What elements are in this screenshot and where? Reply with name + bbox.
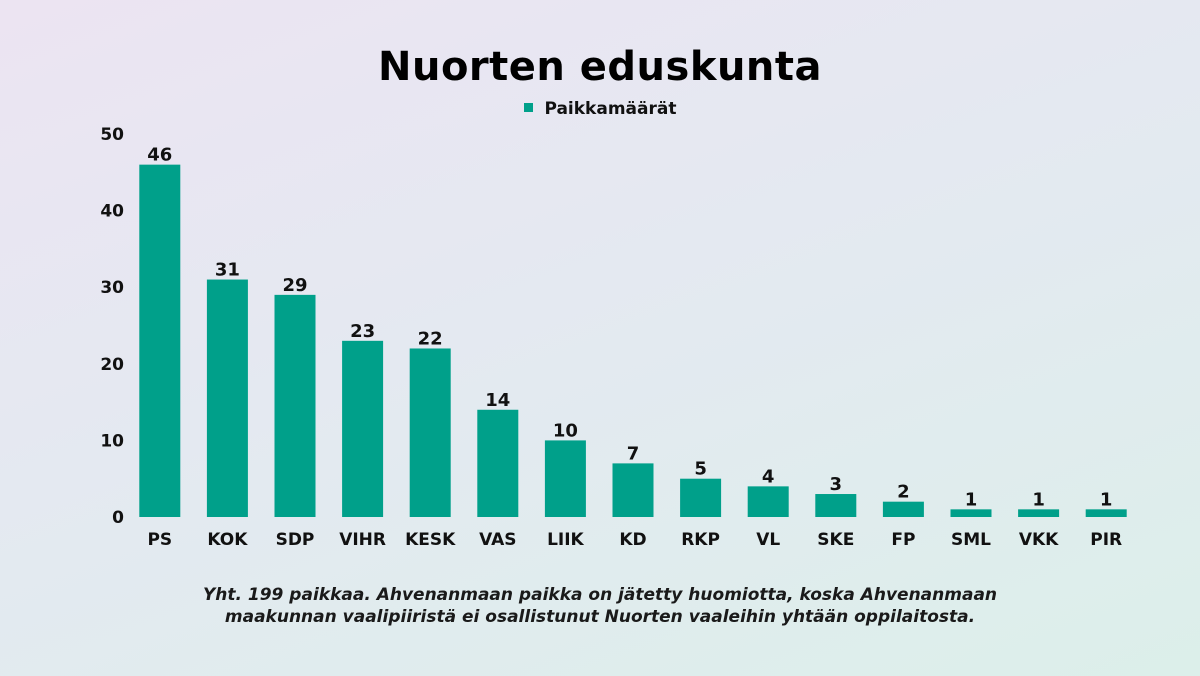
- bar-pir: [1085, 509, 1127, 517]
- chart-title: Nuorten eduskunta: [377, 44, 823, 90]
- x-tick-label: VL: [756, 530, 780, 550]
- data-label: 29: [282, 275, 307, 296]
- data-label: 1: [965, 489, 978, 510]
- x-tick-label: SDP: [276, 530, 315, 550]
- data-label: 10: [553, 420, 578, 441]
- y-tick-label: 30: [100, 278, 124, 298]
- x-tick-label: KOK: [207, 530, 248, 550]
- x-tick-label: VIHR: [339, 530, 386, 550]
- data-label: 1: [1100, 489, 1113, 510]
- data-label: 3: [830, 474, 843, 495]
- data-label: 23: [350, 321, 375, 342]
- bar-sml: [950, 509, 992, 517]
- y-tick-label: 20: [100, 355, 124, 375]
- footnote: Yht. 199 paikkaa. Ahvenanmaan paikka on …: [0, 584, 1200, 628]
- y-tick-label: 0: [112, 508, 124, 528]
- x-tick-label: PIR: [1090, 530, 1122, 550]
- bar-ske: [815, 494, 857, 517]
- bar-rkp: [680, 478, 722, 517]
- x-tick-label: FP: [891, 530, 915, 550]
- legend-swatch: [523, 102, 533, 112]
- bar-sdp: [274, 294, 316, 517]
- data-label: 4: [762, 466, 775, 487]
- data-label: 5: [694, 459, 707, 480]
- legend-label: Paikkamäärät: [544, 99, 677, 119]
- bar-vkk: [1018, 509, 1060, 517]
- x-tick-label: PS: [147, 530, 172, 550]
- data-label: 31: [215, 260, 240, 281]
- data-label: 2: [897, 482, 910, 503]
- data-label: 46: [147, 145, 172, 166]
- y-tick-label: 40: [100, 202, 124, 222]
- y-tick-label: 50: [100, 125, 124, 145]
- data-label: 22: [418, 328, 443, 349]
- bar-liik: [544, 440, 586, 517]
- data-label: 14: [485, 390, 510, 411]
- x-tick-label: KESK: [405, 530, 456, 550]
- x-tick-label: SKE: [817, 530, 854, 550]
- data-label: 7: [627, 443, 640, 464]
- x-tick-label: VKK: [1019, 530, 1059, 550]
- y-tick-label: 10: [100, 431, 124, 451]
- bar-vl: [747, 486, 789, 517]
- footnote-line-1: Yht. 199 paikkaa. Ahvenanmaan paikka on …: [202, 585, 998, 605]
- bar-kok: [206, 279, 248, 517]
- x-tick-label: LIIK: [547, 530, 584, 550]
- bar-kd: [612, 463, 654, 517]
- bar-vihr: [342, 340, 384, 517]
- x-tick-label: RKP: [681, 530, 720, 550]
- bar-vas: [477, 409, 519, 517]
- x-tick-label: SML: [951, 530, 991, 550]
- x-tick-label: VAS: [479, 530, 516, 550]
- x-tick-label: KD: [619, 530, 646, 550]
- bar-fp: [882, 501, 924, 517]
- footnote-line-2: maakunnan vaalipiiristä ei osallistunut …: [224, 607, 976, 627]
- legend: Paikkamäärät: [0, 99, 1200, 119]
- bar-kesk: [409, 348, 451, 517]
- data-label: 1: [1032, 489, 1045, 510]
- bar-ps: [139, 164, 181, 517]
